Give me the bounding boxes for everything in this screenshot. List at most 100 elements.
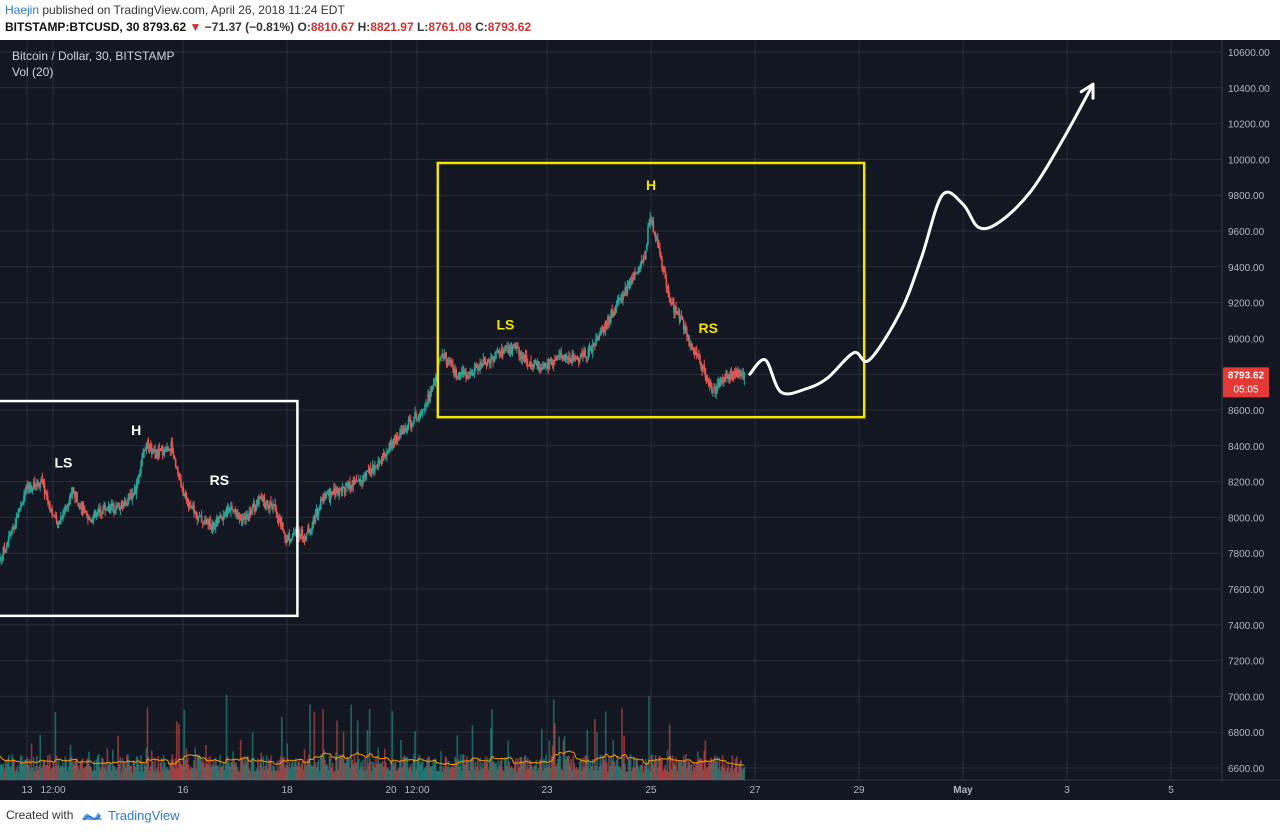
candle-body — [207, 523, 209, 525]
volume-bar — [614, 765, 617, 780]
volume-bar — [705, 768, 708, 780]
volume-bar — [331, 762, 334, 780]
volume-bar — [554, 723, 556, 780]
candle-body — [568, 357, 570, 362]
volume-bar — [271, 770, 273, 780]
volume-bar — [349, 768, 351, 780]
volume-bar — [398, 767, 400, 780]
candle-body — [461, 370, 464, 372]
candle-body — [11, 529, 13, 535]
candle-body — [591, 345, 594, 353]
volume-bar — [630, 770, 633, 780]
volume-bar — [220, 767, 222, 780]
volume-bar — [542, 770, 544, 780]
volume-bar — [67, 766, 70, 780]
high-label: H: — [357, 20, 371, 34]
candle-body — [26, 486, 29, 490]
price-axis[interactable]: 6600.00 6800.00 7000.00 7200.00 7400.00 7600.… — [1228, 48, 1270, 775]
candle-body — [595, 338, 597, 346]
candle-body — [383, 453, 386, 455]
volume-bar — [679, 762, 682, 780]
candle-body — [361, 480, 363, 484]
volume-bar — [206, 764, 208, 780]
volume-bar — [263, 769, 266, 780]
volume-bar — [0, 763, 3, 780]
volume-bar — [619, 766, 621, 780]
volume-bar — [205, 744, 207, 780]
volume-bar — [386, 768, 388, 780]
volume-bar — [268, 759, 270, 780]
candle-body — [248, 511, 251, 521]
candle-body — [636, 272, 638, 274]
volume-bar — [355, 762, 358, 780]
volume-bar — [388, 769, 390, 780]
candle-body — [637, 271, 640, 273]
candle-body — [132, 493, 135, 496]
volume-bar — [485, 762, 488, 780]
volume-bar — [204, 767, 206, 780]
volume-bar — [646, 761, 648, 780]
candle-body — [127, 498, 129, 505]
candle-body — [567, 357, 569, 359]
volume-bar — [623, 735, 625, 780]
candle-body — [374, 465, 376, 471]
candle-body — [724, 377, 726, 379]
candle-body — [236, 509, 239, 516]
candle-body — [661, 257, 663, 268]
candle-body — [712, 389, 714, 393]
candle-body — [457, 373, 460, 378]
candle-body — [173, 455, 176, 459]
candle-body — [372, 465, 374, 472]
candle-body — [153, 449, 155, 451]
volume-bar — [239, 739, 242, 780]
volume-bar — [428, 756, 430, 780]
candle-body — [647, 226, 649, 245]
volume-bar — [225, 694, 228, 780]
candle-body — [352, 479, 355, 487]
candle-body — [198, 515, 201, 517]
candle-body — [105, 509, 108, 511]
time-axis[interactable]: 13 12:00 16 18 20 12:00 23 25 27 29 May 3 5 — [21, 785, 1174, 796]
candle-body — [538, 367, 541, 369]
candle-body — [632, 277, 634, 279]
volume-bar — [341, 757, 344, 780]
candle-body — [564, 354, 567, 359]
volume-bar — [616, 755, 619, 780]
candle-body — [285, 538, 287, 543]
candle-body — [465, 371, 467, 378]
candle-body — [664, 271, 667, 279]
candle-body — [589, 349, 592, 351]
volume-indicator-label[interactable]: Vol (20) — [12, 65, 53, 79]
candle-body — [232, 509, 234, 511]
volume-bar — [492, 761, 494, 780]
volume-bar — [689, 764, 692, 780]
candle-body — [60, 517, 62, 525]
volume-bar — [40, 768, 43, 780]
candle-body — [121, 501, 124, 506]
candle-body — [719, 379, 722, 387]
candle-body — [211, 521, 214, 530]
candle-body — [14, 523, 17, 529]
volume-bar — [635, 758, 637, 780]
candle-body — [708, 381, 711, 386]
price-tick-label: 8600.00 — [1228, 406, 1265, 417]
open-label: O: — [297, 20, 311, 34]
tradingview-brand[interactable]: TradingView — [108, 808, 180, 823]
price-chart[interactable]: LS H RS LS H RS 6600.00 6800.00 7000.00 7200.00 7… — [0, 40, 1280, 800]
candle-body — [525, 355, 528, 364]
volume-bar — [650, 755, 653, 780]
candle-body — [663, 270, 666, 272]
volume-bar — [533, 765, 536, 780]
volume-bar — [429, 767, 432, 780]
candle-body — [413, 416, 415, 424]
volume-bar — [561, 770, 564, 780]
candle-body — [621, 297, 623, 301]
candle-body — [28, 484, 31, 489]
candle-body — [715, 390, 718, 394]
author-link[interactable]: Haejin — [5, 3, 40, 17]
candle-body — [478, 369, 480, 371]
candle-body — [10, 534, 12, 536]
candle-body — [500, 348, 503, 357]
candle-body — [523, 357, 526, 362]
candle-body — [464, 371, 466, 375]
